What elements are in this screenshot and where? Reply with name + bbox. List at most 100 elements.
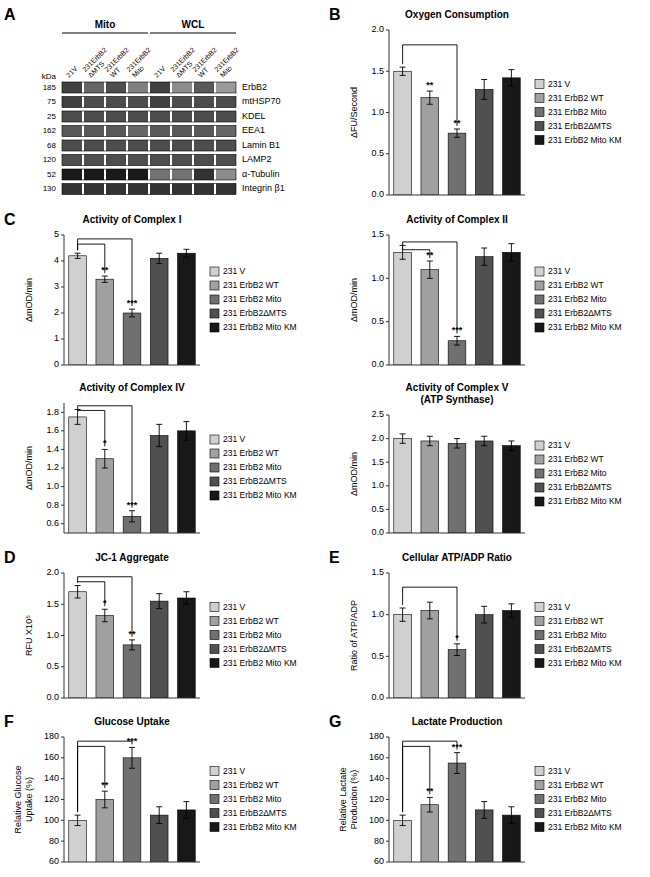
legend-entry: 231 V: [548, 602, 571, 612]
error-bar: [508, 70, 514, 87]
legend-entry: 231 ErbB2 Mito KM: [223, 658, 297, 668]
legend-swatch: [535, 295, 544, 304]
bar-panel: Cellular ATP/ADP RatioRatio of ATP/ADP0.…: [349, 552, 622, 702]
y-tick-label: 0.6: [46, 518, 59, 528]
legend-swatch: [210, 617, 219, 626]
error-bar: [129, 747, 135, 768]
bar: [475, 89, 493, 195]
significance-bracket: [78, 407, 105, 447]
error-bar: [454, 129, 460, 137]
legend-entry: 231 ErbB2 WT: [223, 616, 279, 626]
significance-mark: ***: [127, 500, 138, 510]
legend-entry: 231 ErbB2 WT: [548, 780, 604, 790]
y-tick-label: 1.8: [46, 407, 59, 417]
error-bar: [508, 244, 514, 261]
legend-entry: 231 V: [223, 766, 246, 776]
legend-swatch: [210, 463, 219, 472]
kda-header: kDa: [42, 72, 57, 81]
bar: [394, 71, 412, 195]
significance-bracket: [78, 239, 132, 306]
group-underline: [150, 33, 236, 34]
legend-swatch: [210, 795, 219, 804]
legend-entry: 231 ErbB2 Mito: [223, 462, 282, 472]
y-tick: [61, 505, 64, 506]
bars: [394, 434, 520, 533]
error-bar: [102, 791, 108, 808]
legend-swatch: [210, 295, 219, 304]
legend-entry: 231 ErbB2 Mito: [548, 630, 607, 640]
protein-label: α-Tubulin: [242, 169, 279, 179]
error-bar: [102, 449, 108, 468]
legend-entry: 231 ErbB2 Mito KM: [548, 822, 622, 832]
y-tick-label: 1.6: [46, 425, 59, 435]
y-tick: [61, 666, 64, 667]
bar: [150, 601, 168, 698]
legend-swatch: [210, 781, 219, 790]
error-bar: [156, 253, 162, 263]
y-tick: [61, 737, 64, 738]
y-tick: [386, 30, 389, 31]
y-axis-label: RFU X10⁵: [24, 615, 34, 656]
blot-band: [194, 82, 214, 93]
legend: 231 V231 ErbB2 WT231 ErbB2 Mito231 ErbB2…: [210, 266, 297, 332]
legend-swatch: [535, 617, 544, 626]
legend-entry: 231 V: [548, 766, 571, 776]
blot-band: [172, 169, 192, 180]
legend-entry: 231 ErbB2 Mito KM: [548, 322, 622, 332]
y-tick: [386, 862, 389, 863]
y-tick: [386, 278, 389, 279]
blot-band: [106, 126, 126, 137]
error-bar: [156, 424, 162, 446]
kda-label: 68: [47, 141, 56, 150]
legend-entry: 231 ErbB2ΔMTS: [223, 476, 287, 486]
y-tick-label: 0: [54, 359, 59, 369]
x-axis-line: [64, 533, 200, 534]
legend-entry: 231 ErbB2 WT: [548, 616, 604, 626]
error-bar: [183, 802, 189, 819]
y-tick: [386, 195, 389, 196]
legend-entry: 231 ErbB2 Mito KM: [548, 658, 622, 668]
significance-mark: **: [101, 265, 109, 275]
legend-entry: 231 ErbB2 Mito: [548, 294, 607, 304]
significance-bracket: [403, 746, 430, 812]
y-tick-label: 1.2: [46, 462, 59, 472]
kda-label: 162: [43, 126, 57, 135]
significance-mark: **: [101, 780, 109, 790]
y-tick: [61, 635, 64, 636]
chart-title: Activity of Complex I: [83, 214, 182, 225]
legend-swatch: [210, 659, 219, 668]
y-tick-label: 0.5: [371, 148, 384, 158]
blot-band: [128, 184, 148, 195]
blot-band: [216, 97, 236, 108]
y-tick-label: 2.0: [371, 24, 384, 34]
bar: [96, 616, 114, 699]
legend-entry: 231 ErbB2 Mito KM: [223, 322, 297, 332]
legend-entry: 231 ErbB2 WT: [548, 280, 604, 290]
chart-title-line: Activity of Complex II: [406, 214, 508, 225]
blot-row-frame: [62, 155, 236, 166]
legend-entry: 231 ErbB2ΔMTS: [548, 482, 612, 492]
protein-label: mtHSP70: [242, 96, 281, 106]
chart-title-line: Activity of Complex V: [406, 382, 509, 393]
figure: Mito21V231ErbB2ΔMTS231ErbB2WT231ErbB2Mit…: [0, 0, 650, 877]
blot-row-frame: [62, 111, 236, 122]
significance-bracket: [403, 45, 457, 126]
bar: [448, 650, 466, 698]
error-bar: [183, 249, 189, 257]
significance-mark: **: [453, 118, 461, 128]
y-tick-label: 0.0: [371, 692, 384, 702]
y-tick-label: 100: [369, 815, 384, 825]
y-tick-label: 1.5: [371, 567, 384, 577]
y-axis-label: Uptake (%): [24, 777, 34, 822]
blot-band: [194, 97, 214, 108]
bar: [503, 446, 521, 533]
panel-letter: C: [4, 211, 16, 228]
bar-panel: Activity of Complex IIΔmOD/min0.00.51.01…: [349, 214, 622, 369]
y-tick: [386, 509, 389, 510]
bar: [421, 441, 439, 533]
legend-entry: 231 ErbB2ΔMTS: [548, 644, 612, 654]
protein-label: EEA1: [242, 125, 265, 135]
y-tick-label: 1.0: [46, 481, 59, 491]
blot-band: [194, 184, 214, 195]
legend-swatch: [210, 267, 219, 276]
